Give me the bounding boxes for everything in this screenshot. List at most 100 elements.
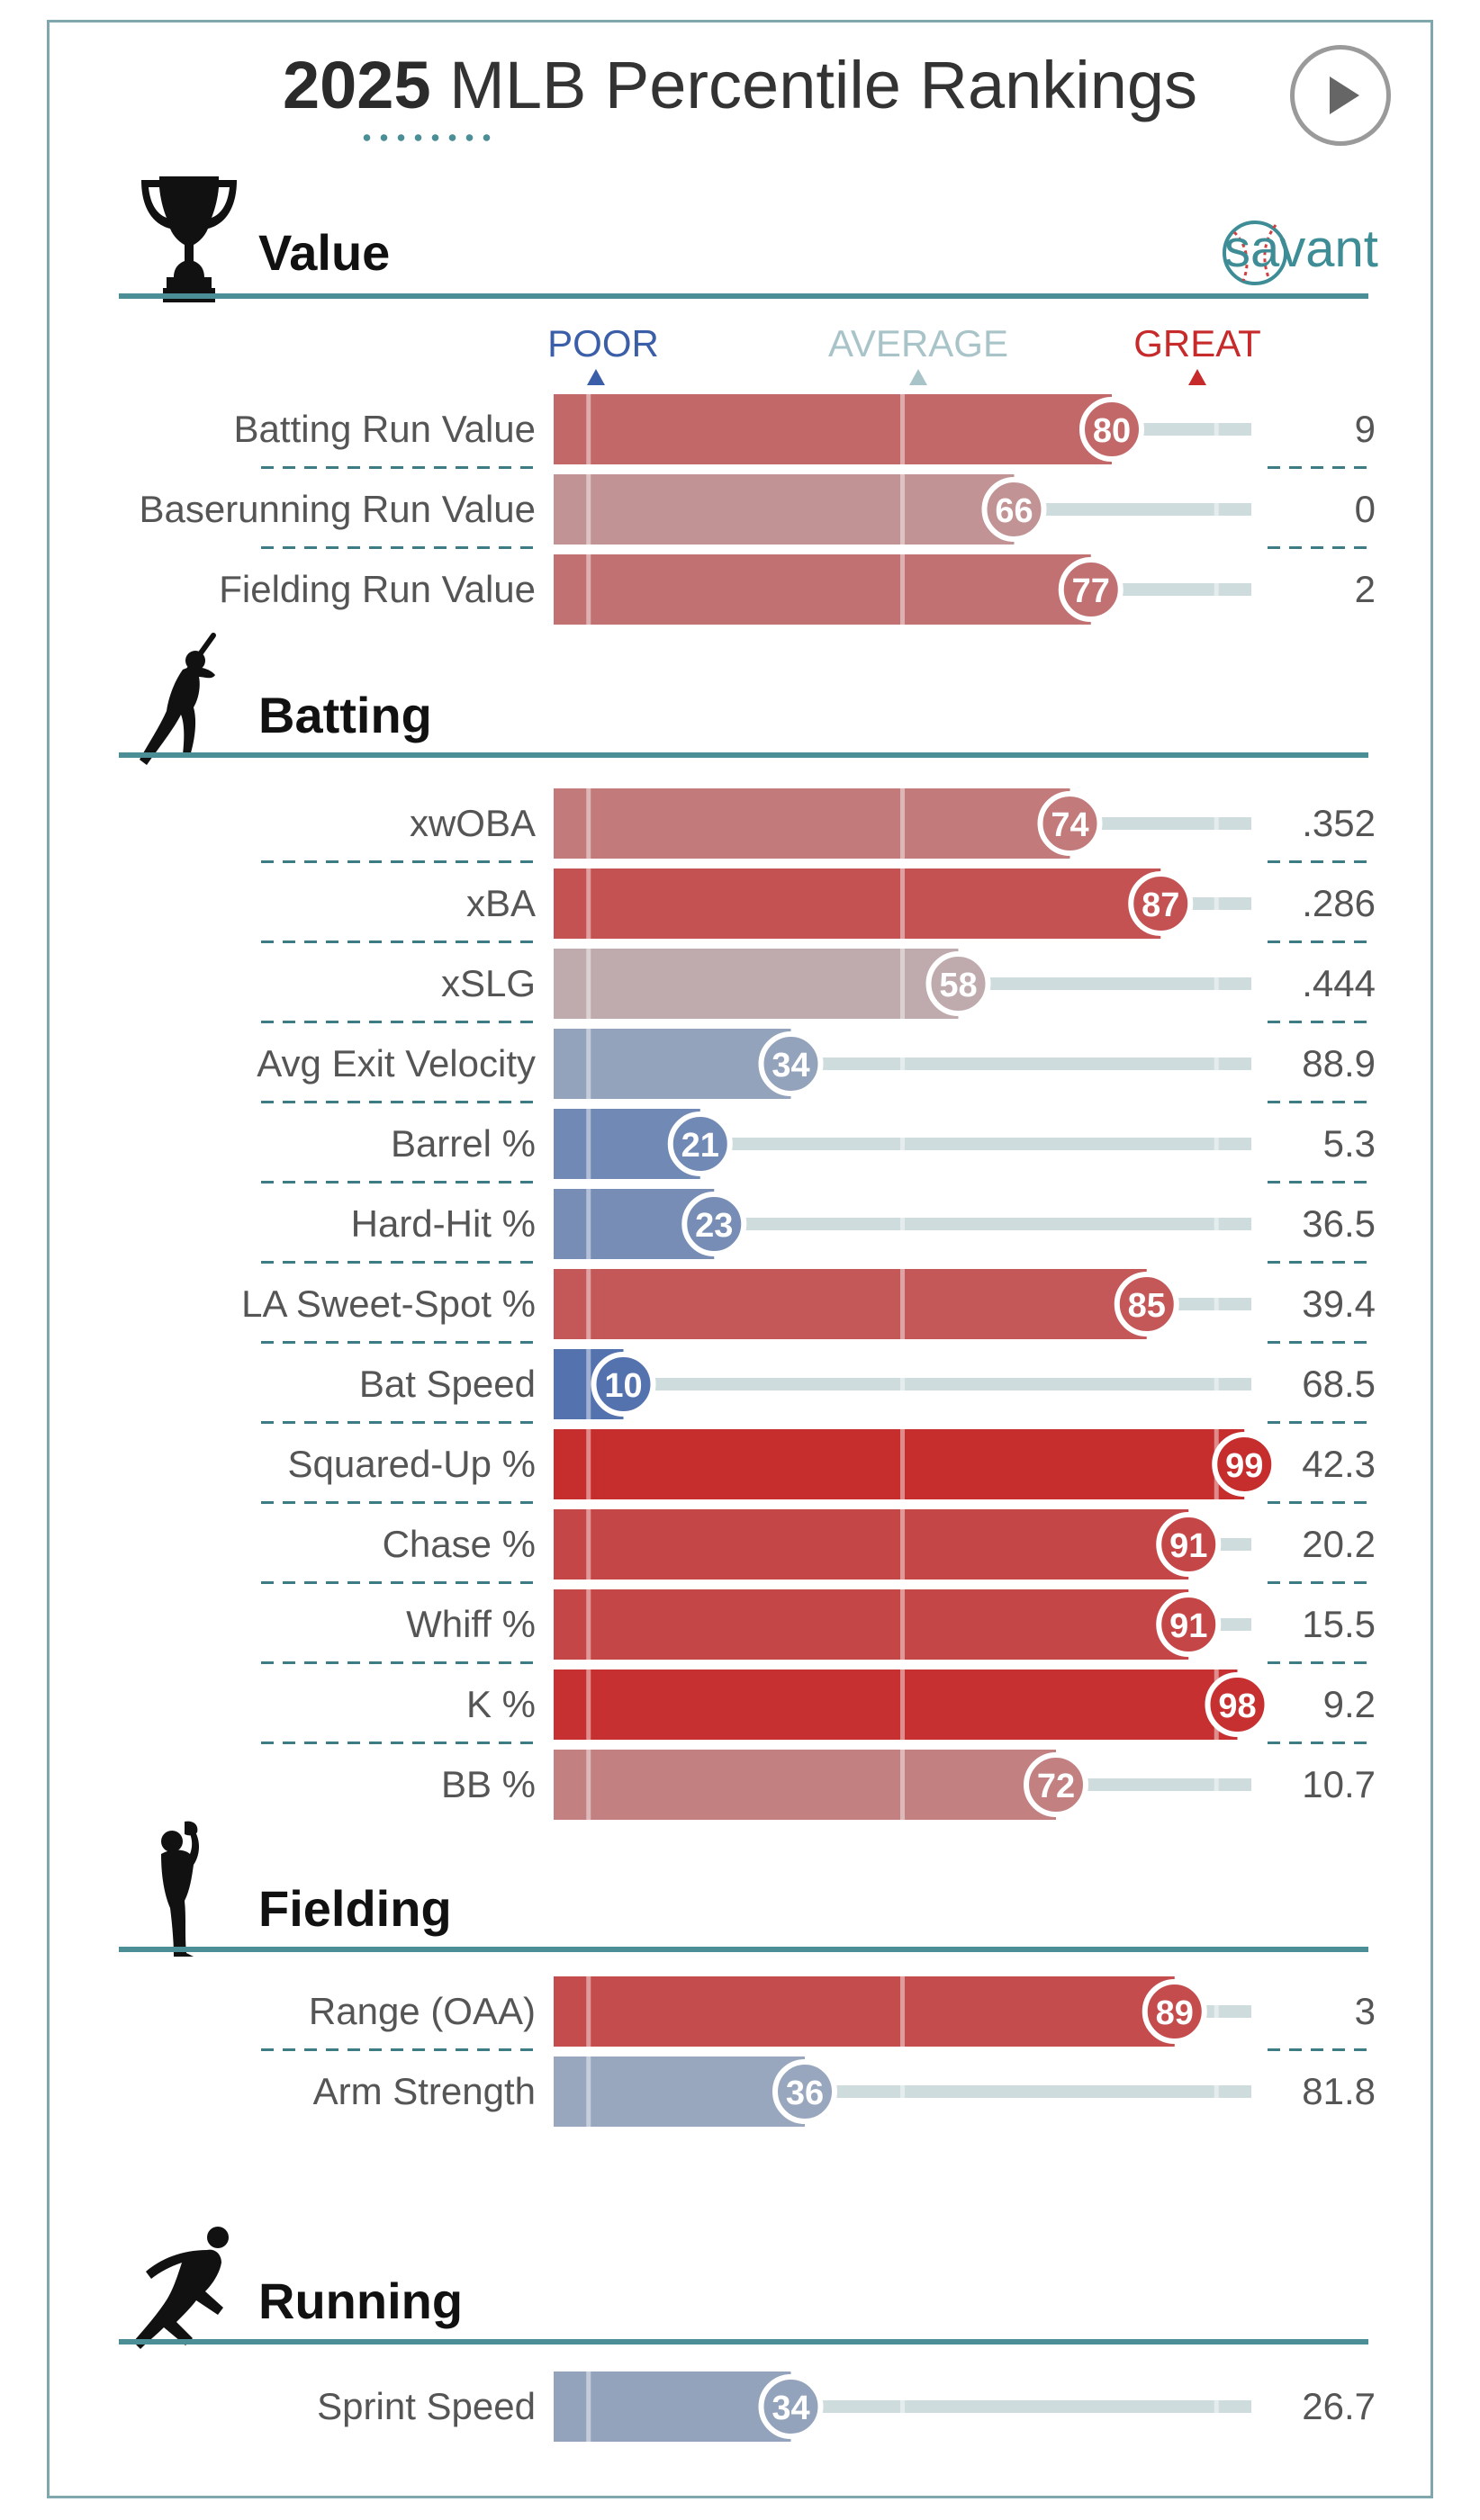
section-title-running: Running bbox=[258, 2272, 464, 2329]
percentile-label: 66 bbox=[995, 492, 1033, 530]
metric-label: Hard-Hit % bbox=[351, 1202, 536, 1245]
percentile-label: 89 bbox=[1156, 1994, 1194, 2032]
percentile-marker bbox=[1156, 1512, 1222, 1577]
percentile-marker bbox=[772, 2059, 837, 2124]
percentile-label: 34 bbox=[772, 1047, 809, 1084]
bar-track bbox=[1056, 1778, 1251, 1791]
percentile-marker bbox=[667, 1112, 733, 1176]
percentile-bar bbox=[554, 394, 1112, 464]
percentile-label: 23 bbox=[695, 1207, 733, 1245]
percentile-marker bbox=[758, 1031, 824, 1096]
percentile-bar bbox=[554, 1589, 1189, 1660]
percentile-bar bbox=[554, 949, 959, 1019]
percentile-marker bbox=[1079, 397, 1144, 462]
metric-value: 10.7 bbox=[1302, 1763, 1376, 1805]
metric-label: Bat Speed bbox=[359, 1363, 536, 1405]
metric-value: 9.2 bbox=[1323, 1683, 1376, 1725]
play-button[interactable] bbox=[1290, 45, 1391, 146]
metric-label: Whiff % bbox=[406, 1603, 536, 1645]
metric-label: xSLG bbox=[441, 962, 536, 1004]
bar-track bbox=[1069, 817, 1251, 830]
title-dots bbox=[358, 133, 493, 142]
metric-label: Batting Run Value bbox=[234, 408, 536, 450]
metric-label: Range (OAA) bbox=[309, 1990, 536, 2032]
percentile-marker bbox=[1114, 1272, 1179, 1336]
metric-label: K % bbox=[466, 1683, 536, 1725]
percentile-marker bbox=[925, 951, 991, 1016]
metric-value: .352 bbox=[1302, 802, 1376, 844]
percentile-bar bbox=[554, 1429, 1245, 1499]
percentile-label: 99 bbox=[1225, 1447, 1263, 1485]
baseball-icon bbox=[1223, 220, 1287, 285]
metric-value: .444 bbox=[1302, 962, 1376, 1004]
metric-value: 20.2 bbox=[1302, 1523, 1376, 1565]
percentile-label: 36 bbox=[786, 2074, 824, 2112]
percentile-label: 85 bbox=[1128, 1287, 1166, 1325]
batter-icon bbox=[140, 633, 216, 765]
percentile-bar bbox=[554, 1029, 791, 1099]
percentile-label: 58 bbox=[939, 967, 977, 1004]
legend-great-marker bbox=[1188, 369, 1206, 385]
metric-label: Avg Exit Velocity bbox=[257, 1042, 536, 1084]
percentile-bar bbox=[554, 2372, 791, 2442]
percentile-marker bbox=[681, 1192, 747, 1256]
bar-track bbox=[805, 2085, 1251, 2098]
metric-value: 5.3 bbox=[1323, 1122, 1376, 1165]
percentile-marker bbox=[1156, 1592, 1222, 1657]
percentile-bar bbox=[554, 868, 1161, 939]
title-year: 2025 bbox=[282, 48, 431, 122]
metric-value: 81.8 bbox=[1302, 2070, 1376, 2112]
percentile-bar bbox=[554, 1976, 1175, 2047]
legend-poor-marker bbox=[587, 369, 605, 385]
savant-logo-text: savant bbox=[1224, 220, 1378, 278]
bar-track bbox=[958, 977, 1251, 990]
percentile-bar bbox=[554, 1269, 1147, 1339]
section-rule-value bbox=[119, 293, 1368, 299]
percentile-label: 10 bbox=[604, 1367, 642, 1405]
percentile-bar bbox=[554, 554, 1091, 625]
legend-average: AVERAGE bbox=[828, 322, 1008, 364]
percentile-label: 91 bbox=[1169, 1607, 1207, 1645]
metric-value: 2 bbox=[1355, 568, 1376, 610]
metric-value: 15.5 bbox=[1302, 1603, 1376, 1645]
metric-label: Fielding Run Value bbox=[219, 568, 536, 610]
metric-value: 88.9 bbox=[1302, 1042, 1376, 1084]
metric-value: 9 bbox=[1355, 408, 1376, 450]
percentile-label: 21 bbox=[681, 1127, 719, 1165]
percentile-label: 34 bbox=[772, 2390, 809, 2427]
bar-track bbox=[699, 1138, 1251, 1150]
metric-value: 42.3 bbox=[1302, 1443, 1376, 1485]
percentile-label: 87 bbox=[1142, 886, 1179, 924]
metric-label: Chase % bbox=[383, 1523, 536, 1565]
percentile-bar bbox=[554, 1670, 1238, 1740]
percentile-label: 74 bbox=[1051, 806, 1088, 844]
metric-value: 36.5 bbox=[1302, 1202, 1376, 1245]
percentile-bar bbox=[554, 2056, 805, 2127]
bar-track bbox=[714, 1218, 1251, 1230]
percentile-marker bbox=[758, 2374, 824, 2439]
percentile-marker bbox=[1024, 1752, 1088, 1817]
metric-value: 39.4 bbox=[1302, 1282, 1376, 1325]
section-title-value: Value bbox=[258, 224, 391, 281]
percentile-marker bbox=[1058, 557, 1124, 622]
section-rule-batting bbox=[119, 752, 1368, 758]
metric-label: xBA bbox=[466, 882, 536, 924]
percentile-marker bbox=[591, 1352, 656, 1417]
percentile-marker bbox=[1128, 871, 1194, 936]
percentile-bar bbox=[554, 788, 1070, 859]
percentile-label: 91 bbox=[1169, 1527, 1207, 1565]
percentile-label: 80 bbox=[1093, 412, 1131, 450]
percentile-marker bbox=[1212, 1432, 1277, 1497]
section-rule-fielding bbox=[119, 1947, 1368, 1952]
play-icon bbox=[1330, 76, 1359, 114]
percentile-marker bbox=[1142, 1979, 1207, 2044]
percentile-marker bbox=[981, 477, 1047, 542]
percentile-marker bbox=[1037, 791, 1103, 856]
legend-poor: POOR bbox=[547, 322, 659, 364]
percentile-bar bbox=[554, 1509, 1189, 1580]
bar-track bbox=[790, 1058, 1251, 1070]
percentile-bar bbox=[554, 1750, 1056, 1820]
percentile-marker bbox=[1205, 1672, 1270, 1737]
metric-label: xwOBA bbox=[410, 802, 536, 844]
